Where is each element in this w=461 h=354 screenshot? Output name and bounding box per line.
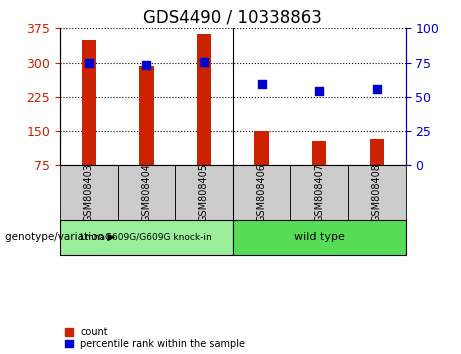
Text: GSM808404: GSM808404 [142,163,151,222]
Bar [290,165,348,220]
Bar [233,220,406,255]
Bar [82,40,96,165]
Title: GDS4490 / 10338863: GDS4490 / 10338863 [143,9,322,27]
Text: genotype/variation ▶: genotype/variation ▶ [5,233,115,242]
Bar [348,165,406,220]
Point [85,60,92,65]
Text: GSM808403: GSM808403 [84,163,94,222]
Bar [197,34,211,165]
Bar [312,141,326,165]
Bar [139,66,154,165]
Point [373,86,381,91]
Text: GSM808406: GSM808406 [257,163,266,222]
Text: GSM808407: GSM808407 [314,163,324,222]
Bar [60,220,233,255]
Text: wild type: wild type [294,233,345,242]
Bar [118,165,175,220]
Text: GSM808405: GSM808405 [199,163,209,222]
Bar [254,131,269,165]
Bar [60,165,118,220]
Legend: count, percentile rank within the sample: count, percentile rank within the sample [65,327,245,349]
Bar [370,139,384,165]
Bar [233,165,290,220]
Point [315,88,323,94]
Point [142,62,150,68]
Point [258,82,266,87]
Text: LmnaG609G/G609G knock-in: LmnaG609G/G609G knock-in [81,233,212,242]
Text: GSM808408: GSM808408 [372,163,382,222]
Point [200,59,207,65]
Bar [175,165,233,220]
